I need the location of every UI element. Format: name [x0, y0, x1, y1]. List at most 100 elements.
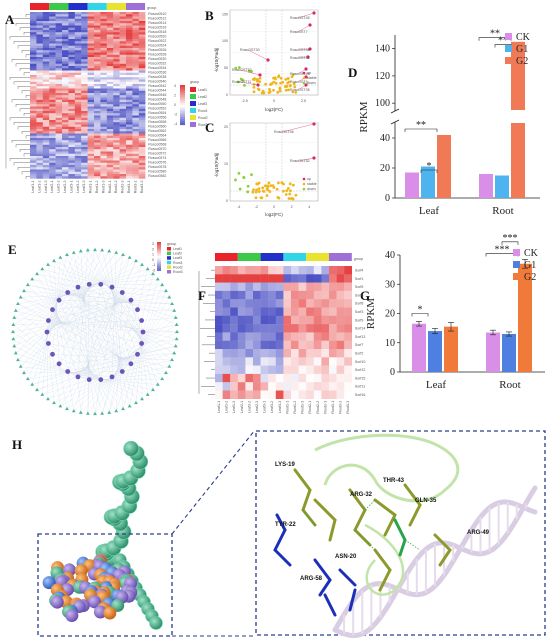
row-label: Sorf13	[355, 335, 366, 339]
legend-label: CK	[524, 248, 539, 259]
row-label: Sorf14	[355, 327, 366, 331]
volcano-label: RoscGST52	[232, 68, 252, 72]
volcano-point	[291, 183, 295, 187]
col-label: Leaf1-2	[225, 401, 229, 413]
volcano-label: RoscGST45	[290, 16, 310, 20]
group-bar-root3	[126, 3, 146, 10]
bar-ck-root	[486, 332, 500, 372]
svg-text:Leaf2: Leaf2	[198, 95, 207, 99]
svg-text:Rosco0528: Rosco0528	[148, 53, 166, 57]
volcano-point	[261, 186, 265, 190]
residue-stick	[378, 568, 392, 592]
svg-text:Rosco0580: Rosco0580	[148, 170, 166, 174]
legend-label: CK	[516, 32, 531, 43]
volcano-point	[251, 190, 255, 194]
col-label: Root2-2	[114, 181, 118, 194]
group-bar-leaf3	[260, 253, 284, 261]
svg-text:Rosco0572: Rosco0572	[148, 152, 166, 156]
network-node-gene	[35, 387, 39, 392]
legend-swatch	[505, 57, 512, 64]
network-node-gene	[164, 288, 168, 293]
legend-label: G2	[516, 56, 528, 67]
volcano-point	[252, 188, 255, 192]
volcano-c-points	[234, 122, 316, 201]
x-tick-label: Leaf	[426, 379, 446, 391]
network-node-gene	[18, 364, 23, 368]
svg-text:stable: stable	[307, 76, 317, 80]
svg-text:Root3: Root3	[173, 270, 183, 274]
volcano-point	[288, 192, 292, 196]
legend-label: G1	[516, 44, 528, 55]
panel-label-h: H	[12, 437, 23, 452]
svg-text:-2: -2	[174, 113, 177, 117]
network-node-gene	[172, 308, 177, 312]
panel-label-c: C	[205, 120, 215, 135]
y-tick-label: 30	[385, 279, 395, 290]
volcano-point	[262, 91, 266, 95]
volcano-point	[275, 187, 279, 191]
bar-g2-leaf	[444, 326, 458, 372]
network-e: 32 10-1 -2 groupLeaf1Leaf2Leaf3Root1Root2Ro…	[11, 242, 183, 416]
svg-text:Root2: Root2	[173, 265, 183, 269]
volcano-point	[276, 90, 280, 94]
network-node-gene	[164, 370, 168, 375]
y-axis-label: RPKM	[365, 298, 377, 329]
volcano-label: RoscGST30	[240, 48, 260, 52]
svg-text:Rosco0570: Rosco0570	[148, 147, 166, 151]
volcano-point	[271, 184, 275, 187]
residue-stick	[338, 568, 357, 587]
svg-text:Rosco0578: Rosco0578	[148, 165, 166, 169]
svg-text:Rosco0548: Rosco0548	[148, 98, 166, 102]
network-node-gene	[160, 282, 165, 287]
svg-text:-1: -1	[152, 263, 155, 267]
volcano-point	[267, 181, 271, 185]
svg-text:Root1: Root1	[198, 109, 208, 113]
volcano-point	[257, 187, 261, 191]
network-node-hub	[128, 297, 134, 303]
volcano-point	[279, 76, 283, 80]
volcano-point	[236, 80, 240, 84]
network-node-gene	[167, 295, 172, 299]
svg-text:Root1: Root1	[173, 261, 183, 265]
volcano-label: RoscGST52	[290, 159, 310, 163]
residue-stick	[383, 513, 397, 537]
svg-text:Leaf1: Leaf1	[198, 88, 207, 92]
svg-text:group: group	[167, 242, 176, 246]
network-node-gene	[121, 252, 125, 257]
network-node-gene	[127, 404, 132, 408]
bar-g1-leaf	[421, 166, 435, 198]
svg-text:Rosco0518: Rosco0518	[148, 30, 166, 34]
volcano-point	[294, 193, 298, 197]
network-node-gene	[85, 411, 90, 415]
svg-text:-2: -2	[255, 205, 258, 209]
svg-text:Rosco0562: Rosco0562	[148, 129, 166, 133]
y-tick-label: 0	[390, 367, 395, 378]
col-label: Leaf3-2	[76, 181, 80, 193]
volcano-point	[269, 184, 273, 188]
bar-ck-leaf	[412, 323, 426, 372]
volcano-point	[255, 188, 259, 192]
svg-text:Rosco0556: Rosco0556	[148, 116, 166, 120]
col-label: Leaf1-1	[217, 401, 221, 413]
error-bar	[490, 329, 496, 336]
svg-text:-4: -4	[174, 122, 177, 126]
network-node-gene	[170, 357, 174, 362]
volcano-point	[266, 185, 270, 188]
col-label: Root3-2	[339, 401, 343, 414]
svg-text:50: 50	[224, 66, 228, 70]
significance-mark: *	[427, 161, 432, 172]
svg-text:0: 0	[226, 199, 228, 203]
protein-ribbon	[314, 433, 460, 596]
significance-mark: **	[490, 29, 500, 40]
group-bar-leaf2	[237, 253, 261, 261]
col-label: Leaf2-2	[57, 181, 61, 193]
volcano-point	[258, 76, 262, 80]
volcano-b-labels: RoscGST45 RoscGST7 RoscGST30 RoscGST36 RoscG…	[232, 12, 315, 92]
network-node-hub	[109, 374, 115, 380]
col-label: Root2-3	[121, 181, 125, 194]
svg-text:Rosco0550: Rosco0550	[148, 102, 166, 106]
residue-stick	[328, 518, 337, 542]
network-node-gene	[170, 301, 174, 306]
